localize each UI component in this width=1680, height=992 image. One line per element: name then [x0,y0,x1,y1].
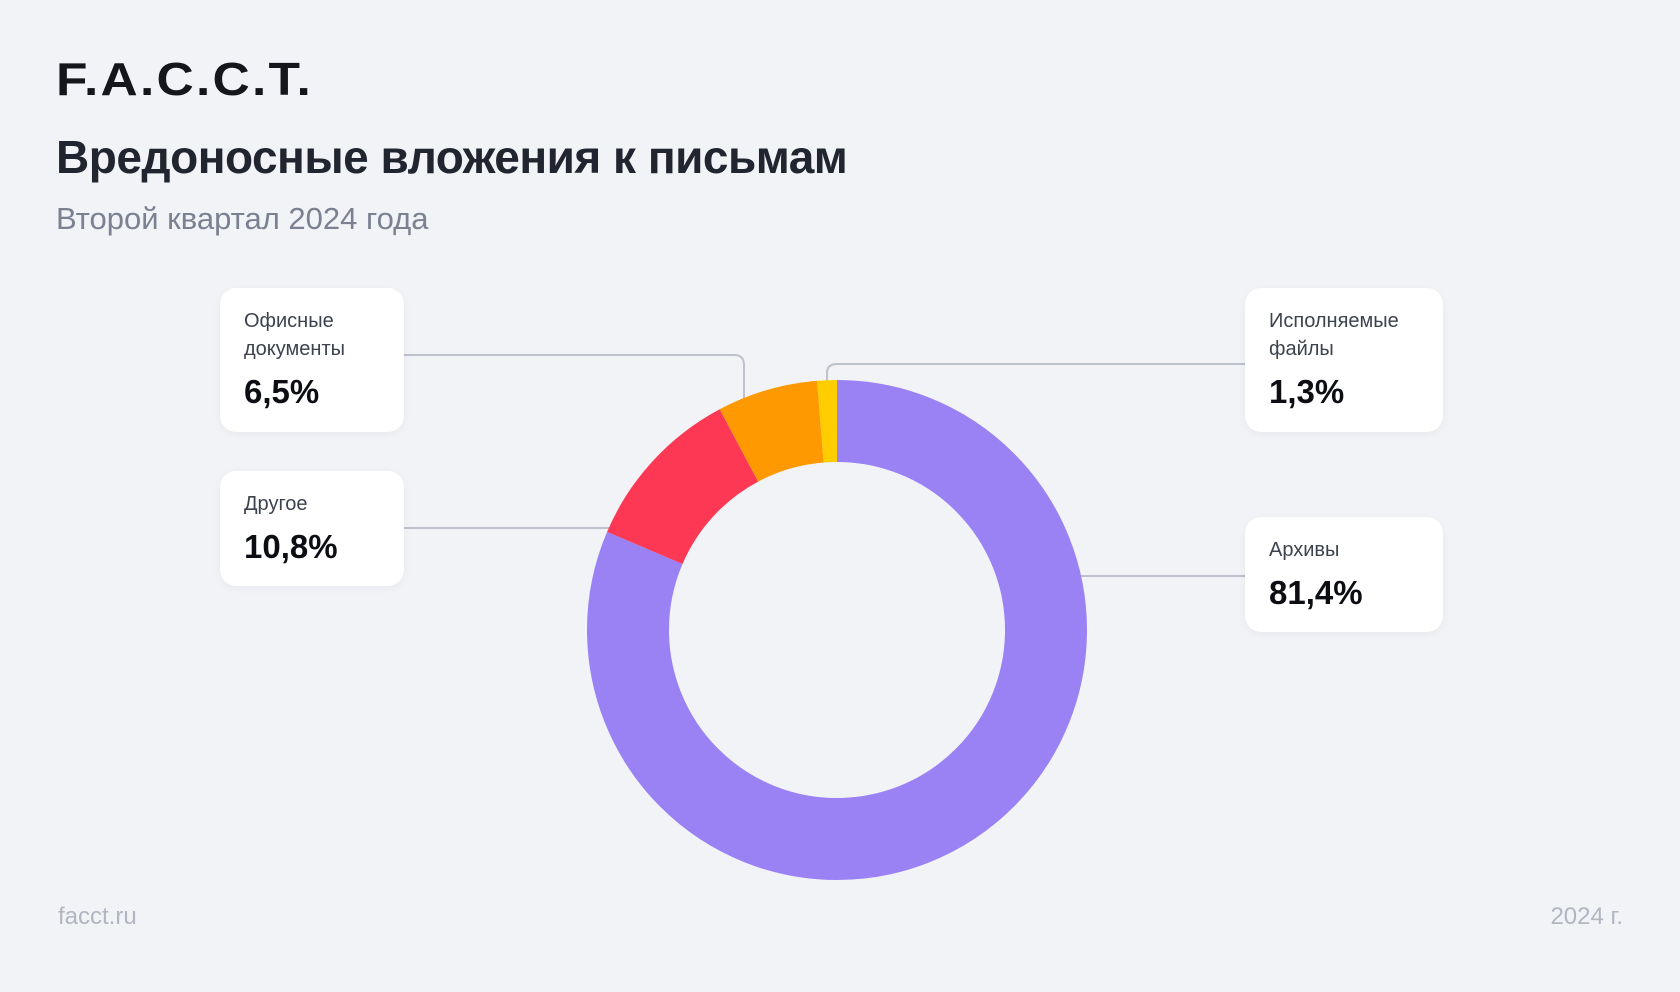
callout-card-executable-files: Исполняемые файлы 1,3% [1245,288,1443,432]
callout-card-office-documents: Офисные документы 6,5% [220,288,404,432]
page-title: Вредоносные вложения к письмам [56,131,848,183]
callout-label: Офисные документы [244,310,345,360]
callout-card-other: Другое 10,8% [220,471,404,586]
connector-office-documents [404,354,745,399]
connector-executable-files [826,363,1245,381]
callout-value: 10,8% [244,528,338,565]
footer-site-link: facct.ru [58,903,137,930]
facct-logo: F.A.C.C.T. [56,53,314,105]
callout-label: Архивы [1269,539,1340,561]
callout-label: Другое [244,493,308,515]
callout-value: 1,3% [1269,373,1345,410]
callout-value: 6,5% [244,373,320,410]
page-subtitle: Второй квартал 2024 года [56,201,429,236]
donut-segment-исполняемые-файлы [587,380,1087,880]
callout-value: 81,4% [1269,574,1363,611]
callout-label: Исполняемые файлы [1269,310,1399,360]
callout-card-archives: Архивы 81,4% [1245,517,1443,632]
footer-year: 2024 г. [1550,903,1623,930]
